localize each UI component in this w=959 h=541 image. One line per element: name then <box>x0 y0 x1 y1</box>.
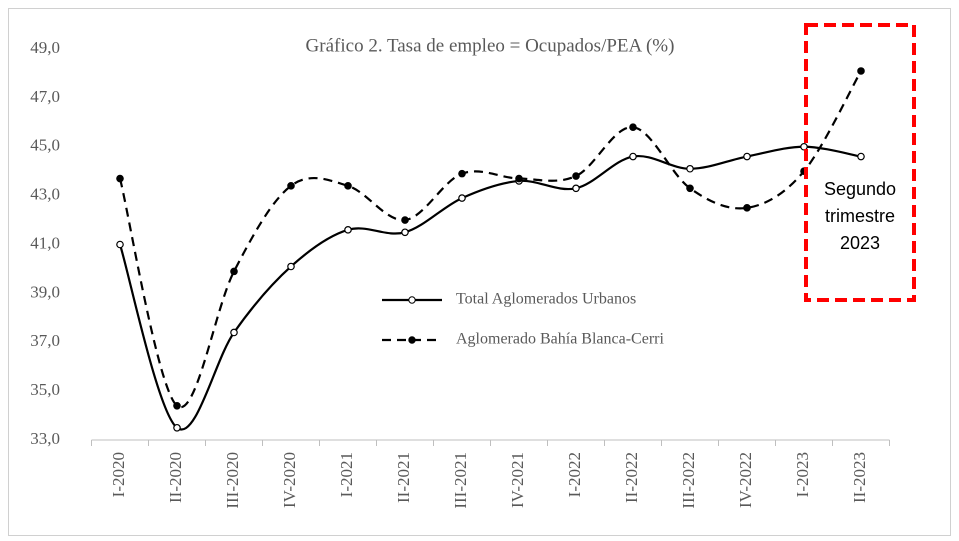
data-point <box>800 142 808 151</box>
data-point <box>116 174 124 183</box>
chart-title: Gráfico 2. Tasa de empleo = Ocupados/PEA… <box>306 35 675 56</box>
y-tick-label: 47,0 <box>30 87 60 106</box>
y-tick-label: 37,0 <box>30 331 60 350</box>
data-point <box>173 423 181 432</box>
x-tick-label: III-2021 <box>451 452 470 509</box>
data-point <box>629 152 637 161</box>
data-point <box>857 152 865 161</box>
data-point <box>515 174 523 183</box>
data-point <box>458 194 466 202</box>
x-tick-label: I-2021 <box>337 452 356 497</box>
data-point <box>458 169 466 178</box>
series-line <box>118 145 862 431</box>
x-tick-label: I-2020 <box>109 452 128 497</box>
series-line <box>118 70 862 409</box>
x-tick-label: III-2022 <box>679 452 698 509</box>
x-tick-label: II-2023 <box>850 452 869 503</box>
y-tick-label: 33,0 <box>30 429 60 448</box>
annotation-text: 2023 <box>840 233 880 253</box>
y-tick-label: 35,0 <box>30 380 60 399</box>
x-tick-label: II-2020 <box>166 452 185 503</box>
chart-border <box>8 8 951 536</box>
data-point <box>572 172 580 180</box>
data-point <box>857 67 865 75</box>
data-point <box>344 226 352 234</box>
x-tick-label: IV-2022 <box>736 452 755 508</box>
y-tick-label: 45,0 <box>30 136 60 155</box>
x-tick-label: IV-2020 <box>280 452 299 508</box>
annotation-text: trimestre <box>825 206 895 226</box>
legend-marker <box>408 296 416 304</box>
x-tick-label: II-2021 <box>394 452 413 503</box>
legend-label: Aglomerado Bahía Blanca-Cerri <box>456 331 664 348</box>
x-tick-label: I-2022 <box>565 452 584 497</box>
data-point <box>287 182 295 190</box>
data-point <box>686 164 694 173</box>
y-tick-label: 41,0 <box>30 233 60 252</box>
y-tick-label: 39,0 <box>30 282 60 301</box>
x-tick-label: IV-2021 <box>508 452 527 508</box>
annotation-box <box>804 23 916 302</box>
data-point <box>230 267 238 276</box>
legend-marker <box>408 336 416 344</box>
data-point <box>572 184 580 193</box>
data-point <box>287 262 295 271</box>
x-tick-label: III-2020 <box>223 452 242 509</box>
data-point <box>686 184 694 193</box>
data-point <box>173 401 181 410</box>
data-point <box>743 152 751 161</box>
data-point <box>230 328 238 337</box>
data-point <box>344 182 352 190</box>
annotation-text: Segundo <box>824 179 896 199</box>
y-tick-label: 43,0 <box>30 185 60 204</box>
data-point <box>401 228 409 237</box>
x-tick-label: I-2023 <box>793 452 812 497</box>
legend-label: Total Aglomerados Urbanos <box>456 291 636 308</box>
y-tick-label: 49,0 <box>30 38 60 57</box>
data-point <box>743 204 751 212</box>
data-point <box>116 240 124 249</box>
x-tick-label: II-2022 <box>622 452 641 503</box>
data-point <box>401 216 409 224</box>
data-point <box>629 123 637 132</box>
